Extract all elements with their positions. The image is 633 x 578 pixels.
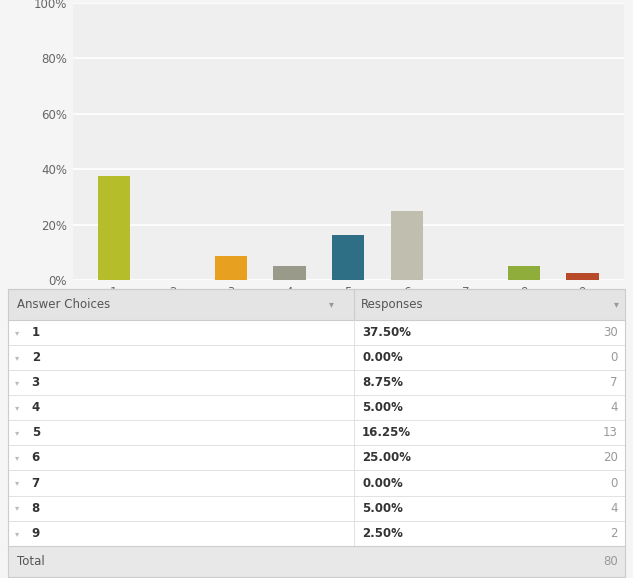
Bar xyxy=(332,235,364,280)
Text: ▾: ▾ xyxy=(15,479,20,487)
Text: 2.50%: 2.50% xyxy=(362,527,403,540)
Text: 37.50%: 37.50% xyxy=(362,326,411,339)
Text: ▾: ▾ xyxy=(15,503,20,513)
Text: Total: Total xyxy=(17,555,45,568)
Bar xyxy=(508,266,540,280)
Text: ▾: ▾ xyxy=(15,529,20,538)
Text: ▾: ▾ xyxy=(329,299,334,310)
Text: 0.00%: 0.00% xyxy=(362,351,403,364)
Text: 4: 4 xyxy=(610,502,618,514)
Text: 80: 80 xyxy=(603,555,618,568)
Text: ▾: ▾ xyxy=(15,379,20,387)
Bar xyxy=(273,266,306,280)
Text: 2: 2 xyxy=(32,351,40,364)
Text: 0.00%: 0.00% xyxy=(362,476,403,490)
Text: 0: 0 xyxy=(610,476,618,490)
Text: 25.00%: 25.00% xyxy=(362,451,411,465)
Text: ▾: ▾ xyxy=(15,353,20,362)
Text: 8.75%: 8.75% xyxy=(362,376,403,390)
Text: 5.00%: 5.00% xyxy=(362,401,403,414)
Text: 4: 4 xyxy=(32,401,40,414)
Text: ▾: ▾ xyxy=(614,299,619,310)
Text: 30: 30 xyxy=(603,326,618,339)
Text: ▾: ▾ xyxy=(15,403,20,412)
Text: 9: 9 xyxy=(32,527,40,540)
Bar xyxy=(215,256,247,280)
Text: 7: 7 xyxy=(32,476,40,490)
Bar xyxy=(97,176,130,280)
Bar xyxy=(567,273,599,280)
Text: Responses: Responses xyxy=(361,298,423,311)
Text: 16.25%: 16.25% xyxy=(362,427,411,439)
Text: 2: 2 xyxy=(610,527,618,540)
Text: 0: 0 xyxy=(610,351,618,364)
Text: 4: 4 xyxy=(610,401,618,414)
Text: 6: 6 xyxy=(32,451,40,465)
Bar xyxy=(391,211,423,280)
Text: 5.00%: 5.00% xyxy=(362,502,403,514)
Text: 7: 7 xyxy=(610,376,618,390)
Text: ▾: ▾ xyxy=(15,328,20,337)
Text: 3: 3 xyxy=(32,376,40,390)
Text: ▾: ▾ xyxy=(15,428,20,438)
Text: 13: 13 xyxy=(603,427,618,439)
Text: ▾: ▾ xyxy=(15,454,20,462)
Text: 8: 8 xyxy=(32,502,40,514)
Text: 1: 1 xyxy=(32,326,40,339)
Text: 20: 20 xyxy=(603,451,618,465)
Text: 5: 5 xyxy=(32,427,40,439)
Text: Answer Choices: Answer Choices xyxy=(17,298,110,311)
